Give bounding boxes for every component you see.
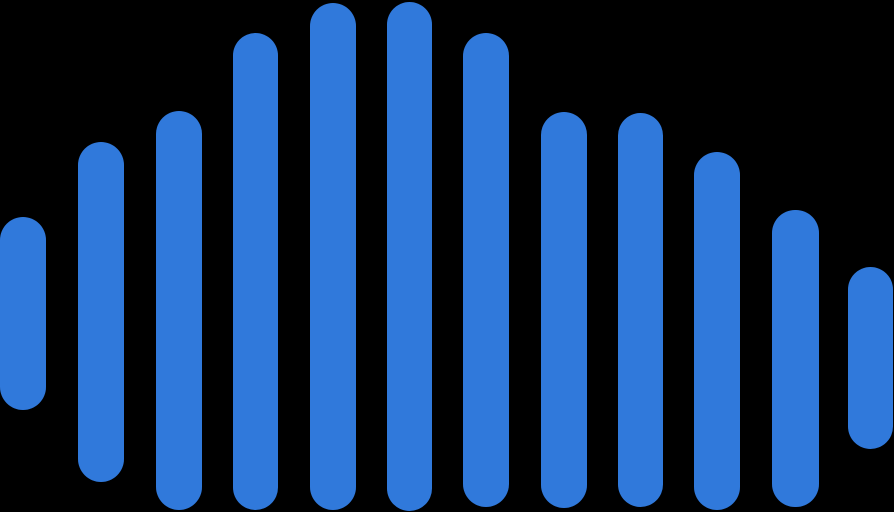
waveform-bar bbox=[772, 210, 819, 507]
waveform-bar bbox=[310, 3, 356, 510]
waveform-bar bbox=[541, 112, 587, 508]
waveform-bar bbox=[694, 152, 740, 510]
waveform-bar bbox=[0, 217, 46, 410]
waveform-bar bbox=[463, 33, 509, 507]
waveform-bar bbox=[233, 33, 278, 510]
waveform-bar bbox=[618, 113, 663, 507]
waveform-bar bbox=[78, 142, 124, 482]
waveform-bar bbox=[156, 111, 202, 510]
waveform-bar bbox=[387, 2, 432, 511]
waveform-bar bbox=[848, 267, 893, 449]
